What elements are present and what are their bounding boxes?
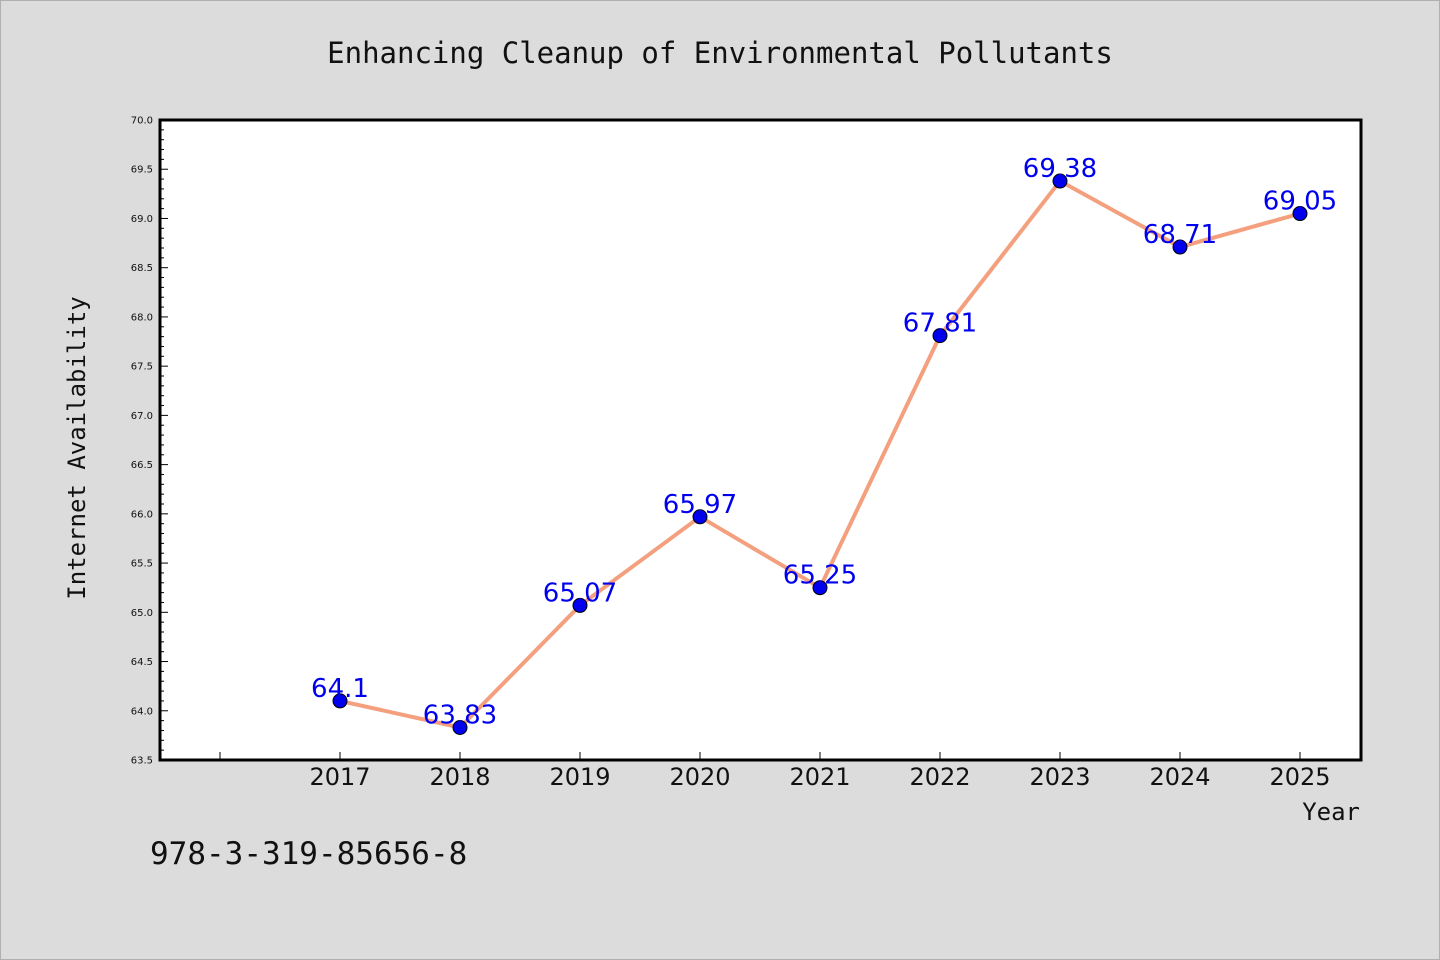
y-tick-label: 65.0: [131, 608, 153, 619]
data-point: [812, 580, 828, 596]
x-axis: 2017 2018 2019 2020 2021 2022 2023 2024 2025: [219, 752, 1331, 791]
x-tick-label: 2021: [789, 763, 850, 791]
x-tick-label: 2022: [909, 763, 970, 791]
data-label: 65.97: [663, 490, 737, 520]
isbn-text: 978-3-319-85656-8: [150, 836, 467, 872]
data-point: [1172, 239, 1188, 255]
x-tick-label: 2019: [549, 763, 610, 791]
data-point: [1292, 206, 1308, 222]
y-tick-label: 63.5: [131, 756, 153, 767]
data-label: 68.71: [1143, 220, 1217, 250]
data-point: [572, 597, 588, 613]
data-label: 63.83: [423, 701, 497, 731]
y-tick-label: 68.0: [131, 312, 153, 323]
y-tick-label: 67.5: [131, 362, 153, 373]
data-point: [692, 509, 708, 525]
data-point: [332, 693, 348, 709]
y-tick-label: 70.0: [131, 116, 153, 127]
data-point: [1052, 173, 1068, 189]
x-tick-label: 2024: [1149, 763, 1210, 791]
plot-area: [158, 118, 1363, 762]
y-tick-label: 68.5: [131, 263, 153, 274]
data-label: 69.05: [1263, 187, 1337, 217]
x-axis-label: Year: [1302, 798, 1360, 826]
y-axis: 63.5 64.0 64.5 65.0 65.5 66.0 66.5 67.0 67.5 68.0…: [131, 116, 168, 767]
data-point: [932, 328, 948, 344]
data-point: [452, 720, 468, 736]
data-label: 65.25: [783, 561, 857, 591]
data-label: 64.1: [311, 674, 369, 704]
y-tick-label: 65.5: [131, 559, 153, 570]
x-tick-label: 2017: [309, 763, 370, 791]
y-tick-label: 69.5: [131, 165, 153, 176]
series-line-group: 64.1 63.83 65.07 65.97 65.25 67.81 69.38 68.71 6…: [311, 154, 1337, 736]
x-tick-label: 2025: [1269, 763, 1330, 791]
y-tick-label: 64.0: [131, 706, 153, 717]
x-tick-label: 2020: [669, 763, 730, 791]
chart-title: Enhancing Cleanup of Environmental Pollu…: [327, 36, 1113, 70]
data-label: 69.38: [1023, 154, 1097, 184]
x-tick-label: 2023: [1029, 763, 1090, 791]
data-label: 67.81: [903, 309, 977, 339]
y-axis-label: Internet Availability: [63, 296, 91, 599]
x-tick-label: 2018: [429, 763, 490, 791]
data-label: 65.07: [543, 578, 617, 608]
y-tick-label: 69.0: [131, 214, 153, 225]
y-tick-label: 66.5: [131, 460, 153, 471]
y-tick-label: 67.0: [131, 411, 153, 422]
y-tick-label: 64.5: [131, 657, 153, 668]
y-tick-label: 66.0: [131, 509, 153, 520]
